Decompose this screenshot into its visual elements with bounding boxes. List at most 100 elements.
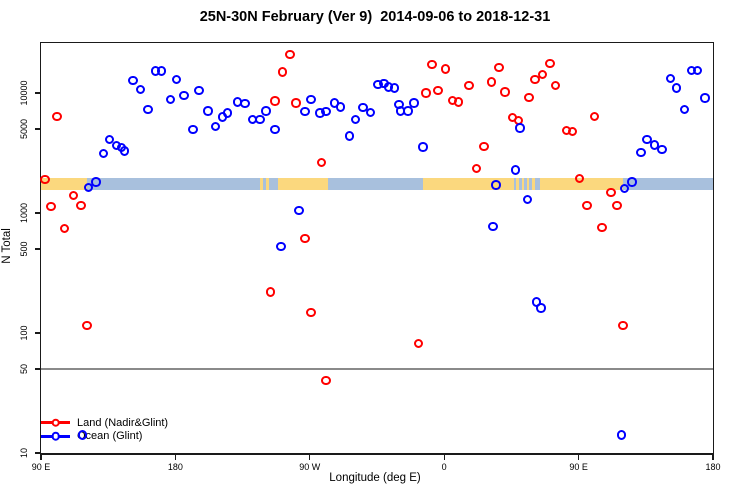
x-axis-title: Longitude (deg E) — [329, 472, 421, 484]
data-point — [440, 64, 450, 74]
data-point — [672, 83, 682, 93]
legend-circle-icon — [51, 418, 60, 428]
map-strip-land — [278, 178, 328, 190]
legend-line — [41, 418, 70, 428]
data-point — [270, 125, 280, 135]
data-point — [285, 50, 295, 60]
data-point — [486, 77, 497, 87]
data-point — [128, 75, 138, 86]
data-point — [52, 111, 62, 122]
x-axis-tick-label: 180 — [167, 462, 183, 472]
data-point — [350, 115, 361, 125]
y-axis-tick-label: 10 — [19, 447, 29, 459]
data-point — [612, 200, 622, 211]
y-axis-tick-label: 500 — [19, 241, 29, 257]
data-point — [265, 287, 276, 297]
data-point — [488, 222, 498, 232]
y-axis-tick-label: 100 — [19, 325, 29, 341]
data-point — [291, 98, 301, 108]
map-strip-land — [515, 178, 519, 190]
data-point — [515, 123, 525, 133]
plot-area: 90 E 180 90 W 0 90 E 180 10 50 100 500 1000 5000 100… — [19, 42, 721, 472]
map-strip-land — [521, 178, 525, 190]
data-point — [119, 146, 129, 156]
map-strip-ocean — [41, 178, 713, 190]
data-point — [657, 145, 667, 155]
data-point — [135, 84, 146, 95]
map-strip-land — [41, 178, 88, 190]
data-point — [494, 62, 504, 72]
data-point — [156, 66, 167, 76]
data-point — [510, 165, 521, 175]
data-point — [500, 87, 510, 97]
map-strip-land — [527, 178, 530, 190]
data-point — [692, 65, 703, 76]
x-axis-tick-label: 180 — [705, 462, 721, 472]
data-point — [40, 174, 50, 184]
map-strip-land — [259, 178, 264, 190]
legend-label: Ocean (Glint) — [77, 430, 143, 443]
data-point — [294, 205, 304, 216]
x-axis-tick — [712, 455, 714, 460]
data-point — [413, 338, 424, 349]
data-point — [524, 92, 534, 103]
data-point — [300, 233, 310, 244]
y-axis-tick — [35, 128, 40, 130]
data-point — [306, 308, 316, 318]
data-point — [77, 430, 88, 440]
data-point — [46, 201, 56, 212]
data-point — [421, 88, 431, 98]
data-point — [277, 67, 288, 77]
data-point — [545, 58, 555, 68]
data-point — [261, 106, 271, 116]
data-point — [530, 74, 540, 85]
data-point — [306, 95, 316, 105]
x-axis-tick — [40, 455, 42, 460]
chart-title: 25N-30N February (Ver 9) 2014-09-06 to 2… — [199, 9, 551, 25]
legend-label: Land (Nadir&Glint) — [77, 416, 169, 429]
data-point — [616, 430, 627, 440]
data-point — [636, 147, 646, 158]
x-axis-tick-label: 90 E — [31, 462, 51, 472]
data-point — [479, 141, 489, 152]
x-axis-tick-label: 90 E — [569, 462, 588, 472]
legend-entry: Ocean (Glint) — [41, 430, 168, 444]
map-strip-land — [265, 178, 269, 190]
data-point — [679, 104, 689, 115]
data-point — [321, 106, 331, 117]
data-point — [619, 183, 630, 194]
data-point — [82, 321, 92, 331]
data-point — [210, 121, 220, 132]
map-strip-land — [532, 178, 536, 190]
x-axis-tick — [578, 455, 580, 460]
data-point — [104, 134, 114, 145]
data-point — [606, 188, 616, 198]
data-point — [522, 194, 533, 205]
data-point — [389, 83, 400, 93]
legend-entry: Land (Nadir&Glint) — [41, 416, 168, 430]
map-strip-land — [423, 178, 514, 190]
data-point — [358, 103, 368, 113]
data-point — [171, 74, 182, 85]
y-axis-tick-label: 50 — [19, 364, 29, 375]
data-point — [203, 106, 213, 116]
data-point — [188, 124, 198, 135]
x-axis-tick — [309, 455, 311, 460]
x-axis-tick-label: 90 W — [299, 462, 321, 472]
data-point — [316, 157, 327, 168]
y-axis-title: N Total — [1, 228, 13, 264]
x-axis-tick — [443, 455, 445, 460]
x-axis-tick-label: 0 — [441, 462, 447, 472]
data-point — [240, 99, 250, 109]
data-point — [91, 177, 101, 187]
y-axis-tick-label: 1000 — [19, 202, 29, 223]
y-axis-tick — [35, 452, 40, 454]
data-point — [365, 108, 376, 118]
data-point — [418, 142, 428, 152]
data-point — [179, 90, 189, 101]
data-point — [597, 223, 607, 233]
y-axis-tick-label: 10000 — [19, 80, 29, 106]
data-point — [59, 223, 70, 234]
reference-line — [41, 368, 713, 370]
